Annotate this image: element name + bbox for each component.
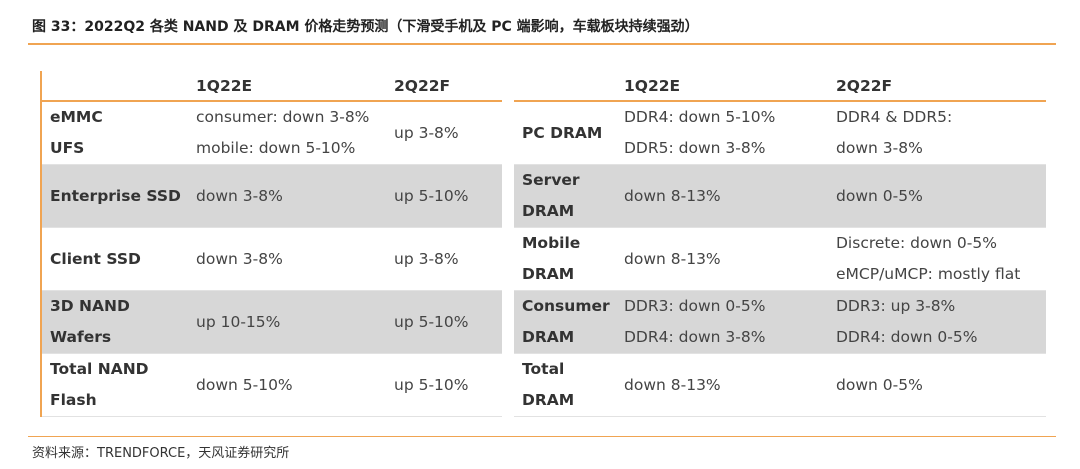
q2-value-cell: DDR3: up 3-8% DDR4: down 0-5%: [836, 290, 1046, 354]
cell-text: Server: [522, 171, 580, 189]
row-label: Server DRAM: [514, 164, 624, 228]
cell-text: Wafers: [50, 328, 112, 346]
cell-text: down 3-8%: [836, 139, 923, 157]
row-label: Client SSD: [40, 227, 196, 291]
cell-text: Client SSD: [50, 249, 141, 268]
header-cell: 1Q22E: [196, 71, 394, 102]
cell-text: DDR4: down 3-8%: [624, 328, 766, 346]
figure-title: 图 33：2022Q2 各类 NAND 及 DRAM 价格走势预测（下滑受手机及…: [32, 19, 699, 35]
table-row: eMMC UFS consumer: down 3-8% mobile: down 5…: [40, 101, 502, 165]
q2-value-cell: DDR4 & DDR5: down 3-8%: [836, 101, 1046, 165]
row-label: Consumer DRAM: [514, 290, 624, 354]
cell-text: eMCP/uMCP: mostly flat: [836, 265, 1021, 283]
cell-text: up 5-10%: [394, 186, 469, 205]
dram-price-table: 1Q22E 2Q22F PC DRAM DDR4: down 5-10% DDR5:…: [514, 71, 1046, 417]
table-row: 3D NAND Wafers up 10-15% up 5-10%: [40, 290, 502, 354]
cell-text: Total NAND: [50, 360, 149, 378]
cell-text: DDR3: down 0-5%: [624, 297, 766, 315]
q1-value-cell: down 8-13%: [624, 353, 836, 417]
header-cell: 1Q22E: [624, 71, 836, 102]
q2-value-cell: down 0-5%: [836, 164, 1046, 228]
q1-value-cell: down 8-13%: [624, 164, 836, 228]
q1-value-cell: down 8-13%: [624, 227, 836, 291]
cell-text: UFS: [50, 139, 85, 157]
cell-text: up 3-8%: [394, 123, 459, 142]
cell-text: up 3-8%: [394, 249, 459, 268]
cell-text: Mobile: [522, 234, 581, 252]
dram-rows: PC DRAM DDR4: down 5-10% DDR5: down 3-8% DD…: [514, 101, 1046, 417]
cell-text: PC DRAM: [522, 123, 603, 142]
q2-value-cell: up 5-10%: [394, 290, 502, 354]
q2-value-cell: down 0-5%: [836, 353, 1046, 417]
table-row: Enterprise SSD down 3-8% up 5-10%: [40, 164, 502, 228]
nand-price-table: 1Q22E 2Q22F eMMC UFS consumer: down 3-8% mo…: [40, 71, 502, 417]
cell-text: down 8-13%: [624, 375, 721, 394]
row-label: 3D NAND Wafers: [40, 290, 196, 354]
cell-text: DDR5: down 3-8%: [624, 139, 766, 157]
table-header-row: 1Q22E 2Q22F: [514, 71, 1046, 102]
cell-text: up 5-10%: [394, 375, 469, 394]
cell-text: DRAM: [522, 202, 575, 220]
cell-text: Enterprise SSD: [50, 186, 181, 205]
q1-value-cell: down 3-8%: [196, 164, 394, 228]
cell-text: eMMC: [50, 108, 103, 126]
cell-text: DDR4: down 5-10%: [624, 108, 776, 126]
cell-text: DDR4: down 0-5%: [836, 328, 978, 346]
table-row: Total NAND Flash down 5-10% up 5-10%: [40, 353, 502, 417]
q1-value-cell: down 5-10%: [196, 353, 394, 417]
cell-text: up 10-15%: [196, 312, 281, 331]
nand-rows: eMMC UFS consumer: down 3-8% mobile: down 5…: [40, 101, 502, 417]
cell-text: DRAM: [522, 265, 575, 283]
row-label: PC DRAM: [514, 101, 624, 165]
q2-value-cell: up 5-10%: [394, 164, 502, 228]
footer-divider: [28, 436, 1056, 437]
cell-text: down 8-13%: [624, 186, 721, 205]
cell-text: up 5-10%: [394, 312, 469, 331]
header-cell: [40, 71, 196, 102]
cell-text: mobile: down 5-10%: [196, 139, 356, 157]
row-label: Mobile DRAM: [514, 227, 624, 291]
cell-text: consumer: down 3-8%: [196, 108, 370, 126]
q2-value-cell: up 3-8%: [394, 101, 502, 165]
table-row: Server DRAM down 8-13% down 0-5%: [514, 164, 1046, 228]
cell-text: DRAM: [522, 391, 575, 409]
q1-value-cell: down 3-8%: [196, 227, 394, 291]
cell-text: DDR4 & DDR5:: [836, 108, 953, 126]
header-cell: 2Q22F: [394, 71, 502, 102]
cell-text: down 0-5%: [836, 186, 923, 205]
table-row: Client SSD down 3-8% up 3-8%: [40, 227, 502, 291]
header-cell: [514, 71, 624, 102]
row-label: Total DRAM: [514, 353, 624, 417]
header-cell: 2Q22F: [836, 71, 1046, 102]
row-label: eMMC UFS: [40, 101, 196, 165]
q2-value-cell: up 5-10%: [394, 353, 502, 417]
table-row: PC DRAM DDR4: down 5-10% DDR5: down 3-8% DD…: [514, 101, 1046, 165]
row-label: Total NAND Flash: [40, 353, 196, 417]
table-row: Consumer DRAM DDR3: down 0-5% DDR4: down 3-…: [514, 290, 1046, 354]
cell-text: down 3-8%: [196, 186, 283, 205]
cell-text: down 3-8%: [196, 249, 283, 268]
q1-value-cell: consumer: down 3-8% mobile: down 5-10%: [196, 101, 394, 165]
table-header-row: 1Q22E 2Q22F: [40, 71, 502, 102]
cell-text: Discrete: down 0-5%: [836, 234, 997, 252]
cell-text: Flash: [50, 391, 97, 409]
cell-text: down 0-5%: [836, 375, 923, 394]
q2-value-cell: up 3-8%: [394, 227, 502, 291]
q1-value-cell: DDR3: down 0-5% DDR4: down 3-8%: [624, 290, 836, 354]
cell-text: 3D NAND: [50, 297, 130, 315]
q1-value-cell: DDR4: down 5-10% DDR5: down 3-8%: [624, 101, 836, 165]
cell-text: DDR3: up 3-8%: [836, 297, 956, 315]
table-row: Total DRAM down 8-13% down 0-5%: [514, 353, 1046, 417]
q2-value-cell: Discrete: down 0-5% eMCP/uMCP: mostly fla…: [836, 227, 1046, 291]
cell-text: DRAM: [522, 328, 575, 346]
table-row: Mobile DRAM down 8-13% Discrete: down 0-5% e…: [514, 227, 1046, 291]
cell-text: down 8-13%: [624, 249, 721, 268]
source-note: 资料来源：TRENDFORCE，天风证券研究所: [32, 446, 290, 461]
q1-value-cell: up 10-15%: [196, 290, 394, 354]
title-divider: [28, 43, 1056, 45]
row-label: Enterprise SSD: [40, 164, 196, 228]
cell-text: Total: [522, 360, 565, 378]
cell-text: down 5-10%: [196, 375, 293, 394]
cell-text: Consumer: [522, 297, 610, 315]
